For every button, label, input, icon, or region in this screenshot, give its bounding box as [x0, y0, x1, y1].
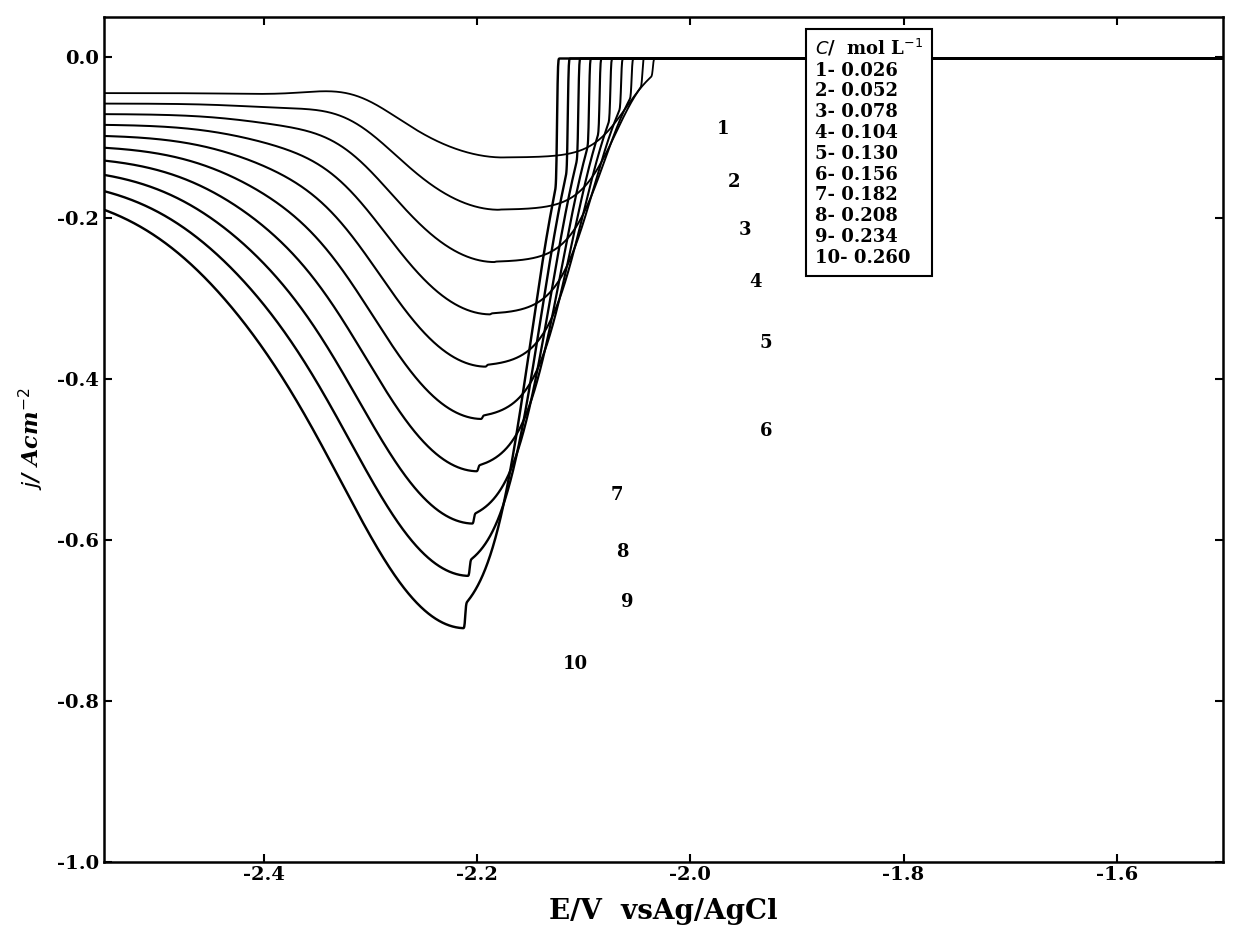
- Text: 2: 2: [728, 172, 740, 190]
- X-axis label: E/V  vsAg/AgCl: E/V vsAg/AgCl: [549, 899, 777, 925]
- Text: 1: 1: [717, 121, 729, 138]
- Text: 3: 3: [738, 221, 750, 239]
- Text: 5: 5: [760, 333, 773, 351]
- Text: $\mathit{C}$/  mol L$^{-1}$
1- 0.026
2- 0.052
3- 0.078
4- 0.104
5- 0.130
6- 0.15: $\mathit{C}$/ mol L$^{-1}$ 1- 0.026 2- 0…: [815, 38, 923, 267]
- Text: 8: 8: [616, 543, 629, 560]
- Text: 6: 6: [760, 422, 773, 440]
- Text: 9: 9: [621, 593, 634, 611]
- Text: 7: 7: [610, 486, 622, 505]
- Text: 4: 4: [749, 273, 761, 291]
- Text: 10: 10: [563, 656, 588, 674]
- Y-axis label: $j$/ Acm$^{-2}$: $j$/ Acm$^{-2}$: [16, 388, 46, 491]
